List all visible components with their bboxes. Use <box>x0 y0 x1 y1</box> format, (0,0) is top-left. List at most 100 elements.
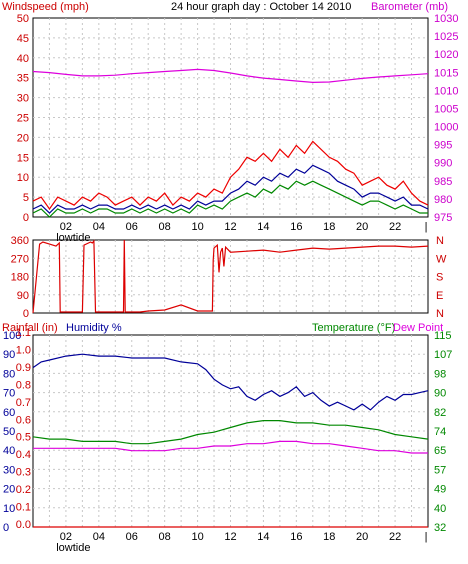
rainfall-tick-label: 1.0 <box>16 344 31 356</box>
temperature-line <box>32 420 429 445</box>
x-tick-label: 20 <box>356 531 368 543</box>
x-tick-label: 22 <box>389 221 401 233</box>
temperature-tick-label: 49 <box>434 484 446 496</box>
humidity-line <box>32 353 429 411</box>
windspeed-tick-label: 35 <box>17 73 29 85</box>
rainfall-tick-label: 0.7 <box>16 397 31 409</box>
grid-lines <box>33 18 428 527</box>
rainfall-tick-label: 0.8 <box>16 379 31 391</box>
x-tick-label: 08 <box>159 531 171 543</box>
x-tick-label: 12 <box>224 531 236 543</box>
windspeed-tick-label: 10 <box>17 172 29 184</box>
x-tick-label: 18 <box>323 531 335 543</box>
axis-text: Windspeed (mph) 24 hour graph day : Octo… <box>2 1 458 554</box>
barometer-tick-label: 980 <box>434 194 452 206</box>
windspeed-tick-label: 45 <box>17 33 29 45</box>
direction-tick-label: 90 <box>17 290 29 302</box>
humidity-tick-label: 100 <box>3 330 21 342</box>
windspeed-axis-label: Windspeed (mph) <box>2 1 89 13</box>
barometer-tick-label: 1025 <box>434 31 458 43</box>
x-tick-label: 22 <box>389 531 401 543</box>
x-tick-label: 18 <box>323 221 335 233</box>
humidity-tick-label: 30 <box>3 464 15 476</box>
barometer-tick-label: 1000 <box>434 122 458 134</box>
rainfall-tick-label: 0.3 <box>16 467 31 479</box>
windspeed-tick-label: 5 <box>23 192 29 204</box>
humidity-tick-label: 20 <box>3 484 15 496</box>
chart-title: 24 hour graph day : October 14 2010 <box>171 1 351 13</box>
x-tick-label: 12 <box>224 221 236 233</box>
dewpoint-label: Dew Point <box>393 322 443 334</box>
windspeed-tick-label: 30 <box>17 93 29 105</box>
rainfall-tick-label: 0.6 <box>16 414 31 426</box>
barometer-line <box>32 68 429 84</box>
x-tick-label: 10 <box>191 531 203 543</box>
barometer-tick-label: 995 <box>434 140 452 152</box>
compass-label: W <box>436 253 447 265</box>
compass-label: N <box>436 235 444 247</box>
x-tick-label: 20 <box>356 221 368 233</box>
barometer-tick-label: 990 <box>434 158 452 170</box>
rainfall-tick-label: 0.9 <box>16 362 31 374</box>
temperature-tick-label: 32 <box>434 522 446 534</box>
windspeed-tick-label: 40 <box>17 53 29 65</box>
barometer-tick-label: 1030 <box>434 13 458 25</box>
direction-tick-label: 270 <box>11 253 29 265</box>
temperature-tick-label: 107 <box>434 349 452 361</box>
windspeed-tick-label: 25 <box>17 113 29 125</box>
x-tick-label: 04 <box>93 221 105 233</box>
barometer-tick-label: 985 <box>434 176 452 188</box>
x-tick-label: 06 <box>126 221 138 233</box>
x-tick-label: 10 <box>191 221 203 233</box>
humidity-tick-label: 80 <box>3 368 15 380</box>
temperature-tick-label: 90 <box>434 388 446 400</box>
direction-tick-label: 180 <box>11 272 29 284</box>
compass-label: E <box>436 290 443 302</box>
humidity-tick-label: 50 <box>3 426 15 438</box>
humidity-tick-label: 70 <box>3 388 15 400</box>
temperature-tick-label: 98 <box>434 368 446 380</box>
x-tick-label: 14 <box>257 531 269 543</box>
x-tick-label: 02 <box>60 221 72 233</box>
humidity-tick-label: 40 <box>3 445 15 457</box>
avg-line <box>32 180 428 218</box>
temperature-axis-label: Temperature (°F) <box>312 322 395 334</box>
humidity-axis-label: Humidity % <box>66 322 122 334</box>
x-tick-label: 14 <box>257 221 269 233</box>
barometer-tick-label: 1005 <box>434 103 458 115</box>
lowtide-label: lowtide <box>56 542 90 554</box>
rainfall-tick-label: 0.0 <box>16 519 31 531</box>
barometer-tick-label: 975 <box>434 212 452 224</box>
humidity-tick-label: 90 <box>3 349 15 361</box>
temperature-tick-label: 115 <box>434 330 452 342</box>
temperature-tick-label: 74 <box>434 426 446 438</box>
x-end-tick: | <box>425 531 428 543</box>
windspeed-tick-label: 20 <box>17 132 29 144</box>
series-lines <box>32 68 429 528</box>
barometer-tick-label: 1020 <box>434 49 458 61</box>
compass-label: N <box>436 308 444 320</box>
x-tick-label: 08 <box>159 221 171 233</box>
humidity-tick-label: 10 <box>3 503 15 515</box>
rainfall-tick-label: 0.5 <box>16 432 31 444</box>
windspeed-tick-label: 50 <box>17 13 29 25</box>
wind-line <box>32 164 429 214</box>
windspeed-tick-label: 0 <box>23 212 29 224</box>
x-tick-label: 04 <box>93 531 105 543</box>
dewpoint-line <box>33 440 428 454</box>
humidity-tick-label: 60 <box>3 407 15 419</box>
direction-tick-label: 360 <box>11 235 29 247</box>
compass-label: S <box>436 272 443 284</box>
windspeed-tick-label: 15 <box>17 152 29 164</box>
temperature-tick-label: 82 <box>434 407 446 419</box>
x-tick-label: 16 <box>290 221 302 233</box>
x-tick-label: 02 <box>60 531 72 543</box>
barometer-tick-label: 1010 <box>434 85 458 97</box>
temperature-tick-label: 57 <box>434 464 446 476</box>
temperature-tick-label: 40 <box>434 503 446 515</box>
rainfall-tick-label: 0.4 <box>16 449 31 461</box>
direction-tick-label: 0 <box>23 308 29 320</box>
